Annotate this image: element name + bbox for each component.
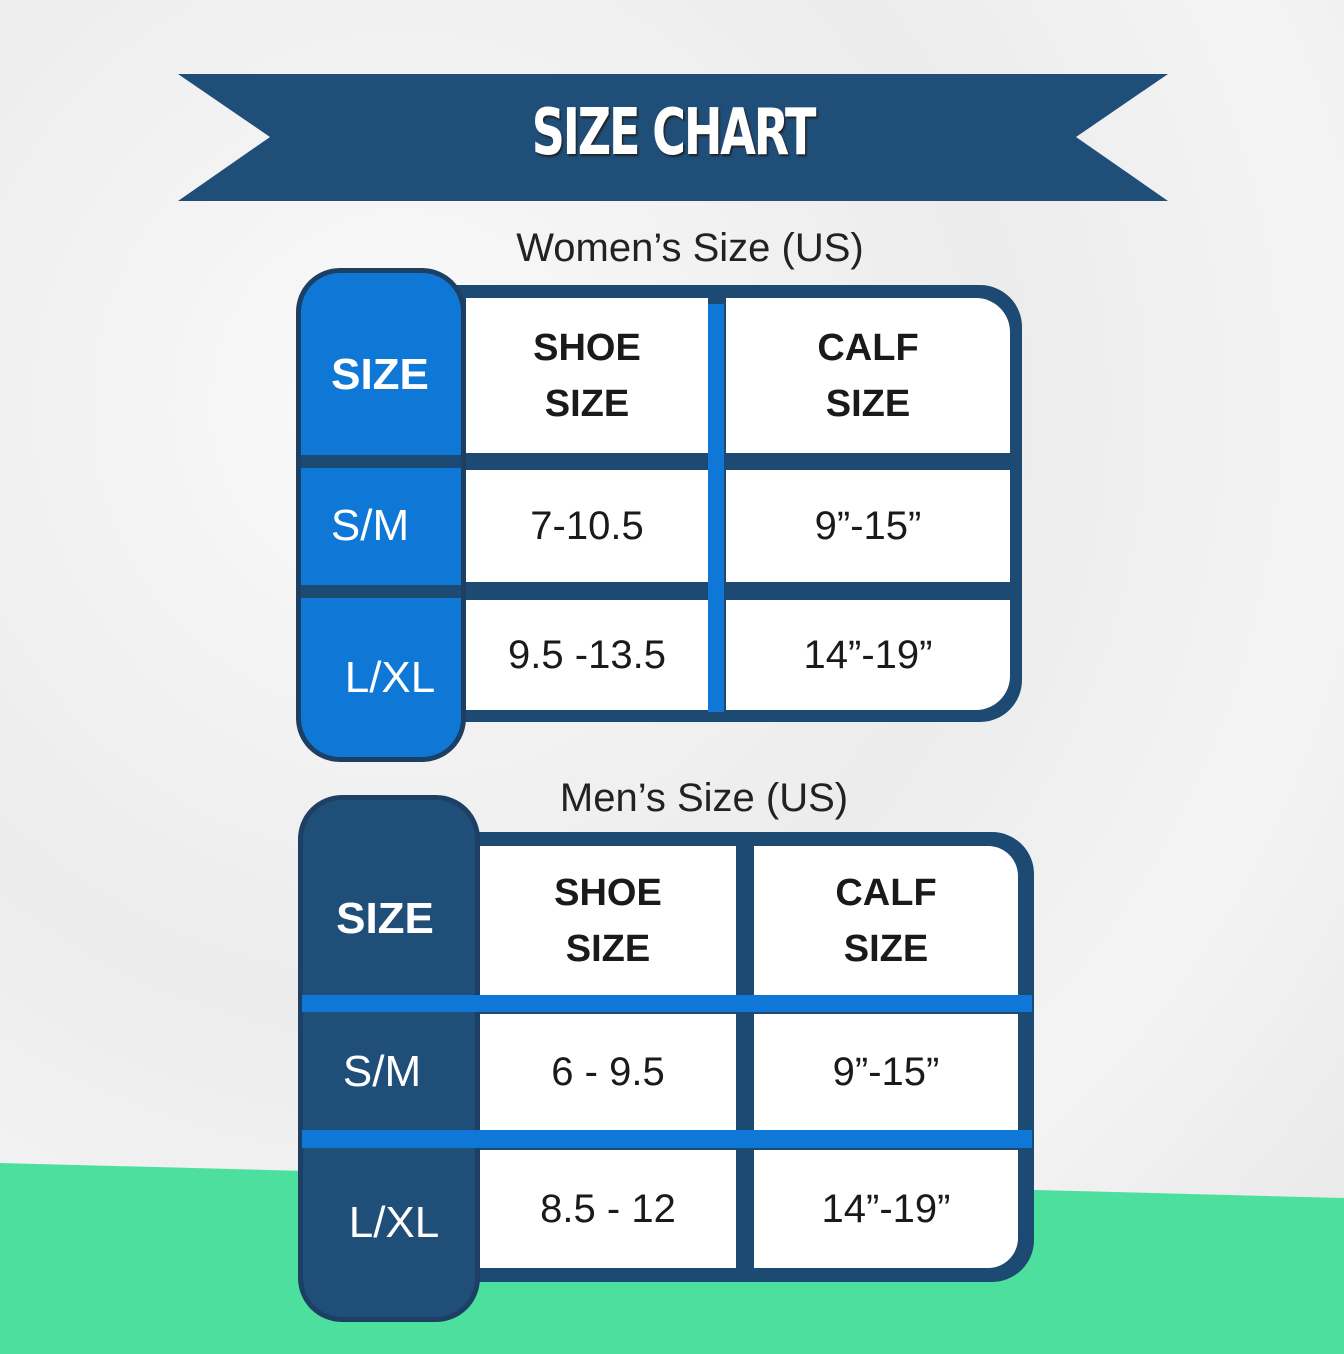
men-size-column (298, 795, 480, 1322)
women-heading: Women’s Size (US) (516, 226, 864, 270)
men-row-divider (302, 1130, 1032, 1148)
women-calf-value: 14”-19” (726, 600, 1010, 710)
men-size-label: L/XL (348, 1197, 440, 1247)
women-calf-header: CALF SIZE (726, 298, 1010, 453)
men-calf-value: 14”-19” (754, 1150, 1018, 1268)
title-ribbon (178, 74, 1168, 201)
men-row-divider (302, 995, 1032, 1012)
women-shoe-value: 9.5 -13.5 (466, 600, 708, 710)
men-calf-header: CALF SIZE (754, 846, 1018, 995)
men-shoe-value: 8.5 - 12 (480, 1150, 736, 1268)
women-size-label: L/XL (344, 652, 436, 702)
women-size-column (296, 268, 466, 762)
men-size-label: S/M (342, 1047, 422, 1096)
chart-title: SIZE CHART (531, 96, 817, 170)
men-heading: Men’s Size (US) (559, 776, 849, 820)
women-column-divider (708, 304, 724, 712)
women-shoe-value: 7-10.5 (466, 470, 708, 582)
women-size-label: S/M (330, 501, 410, 550)
men-shoe-value: 6 - 9.5 (480, 1014, 736, 1130)
men-calf-value: 9”-15” (754, 1014, 1018, 1130)
women-size-header: SIZE (331, 350, 429, 399)
men-size-header: SIZE (336, 894, 434, 943)
men-shoe-header: SHOE SIZE (480, 846, 736, 995)
women-shoe-header: SHOE SIZE (466, 298, 708, 453)
women-calf-value: 9”-15” (726, 470, 1010, 582)
